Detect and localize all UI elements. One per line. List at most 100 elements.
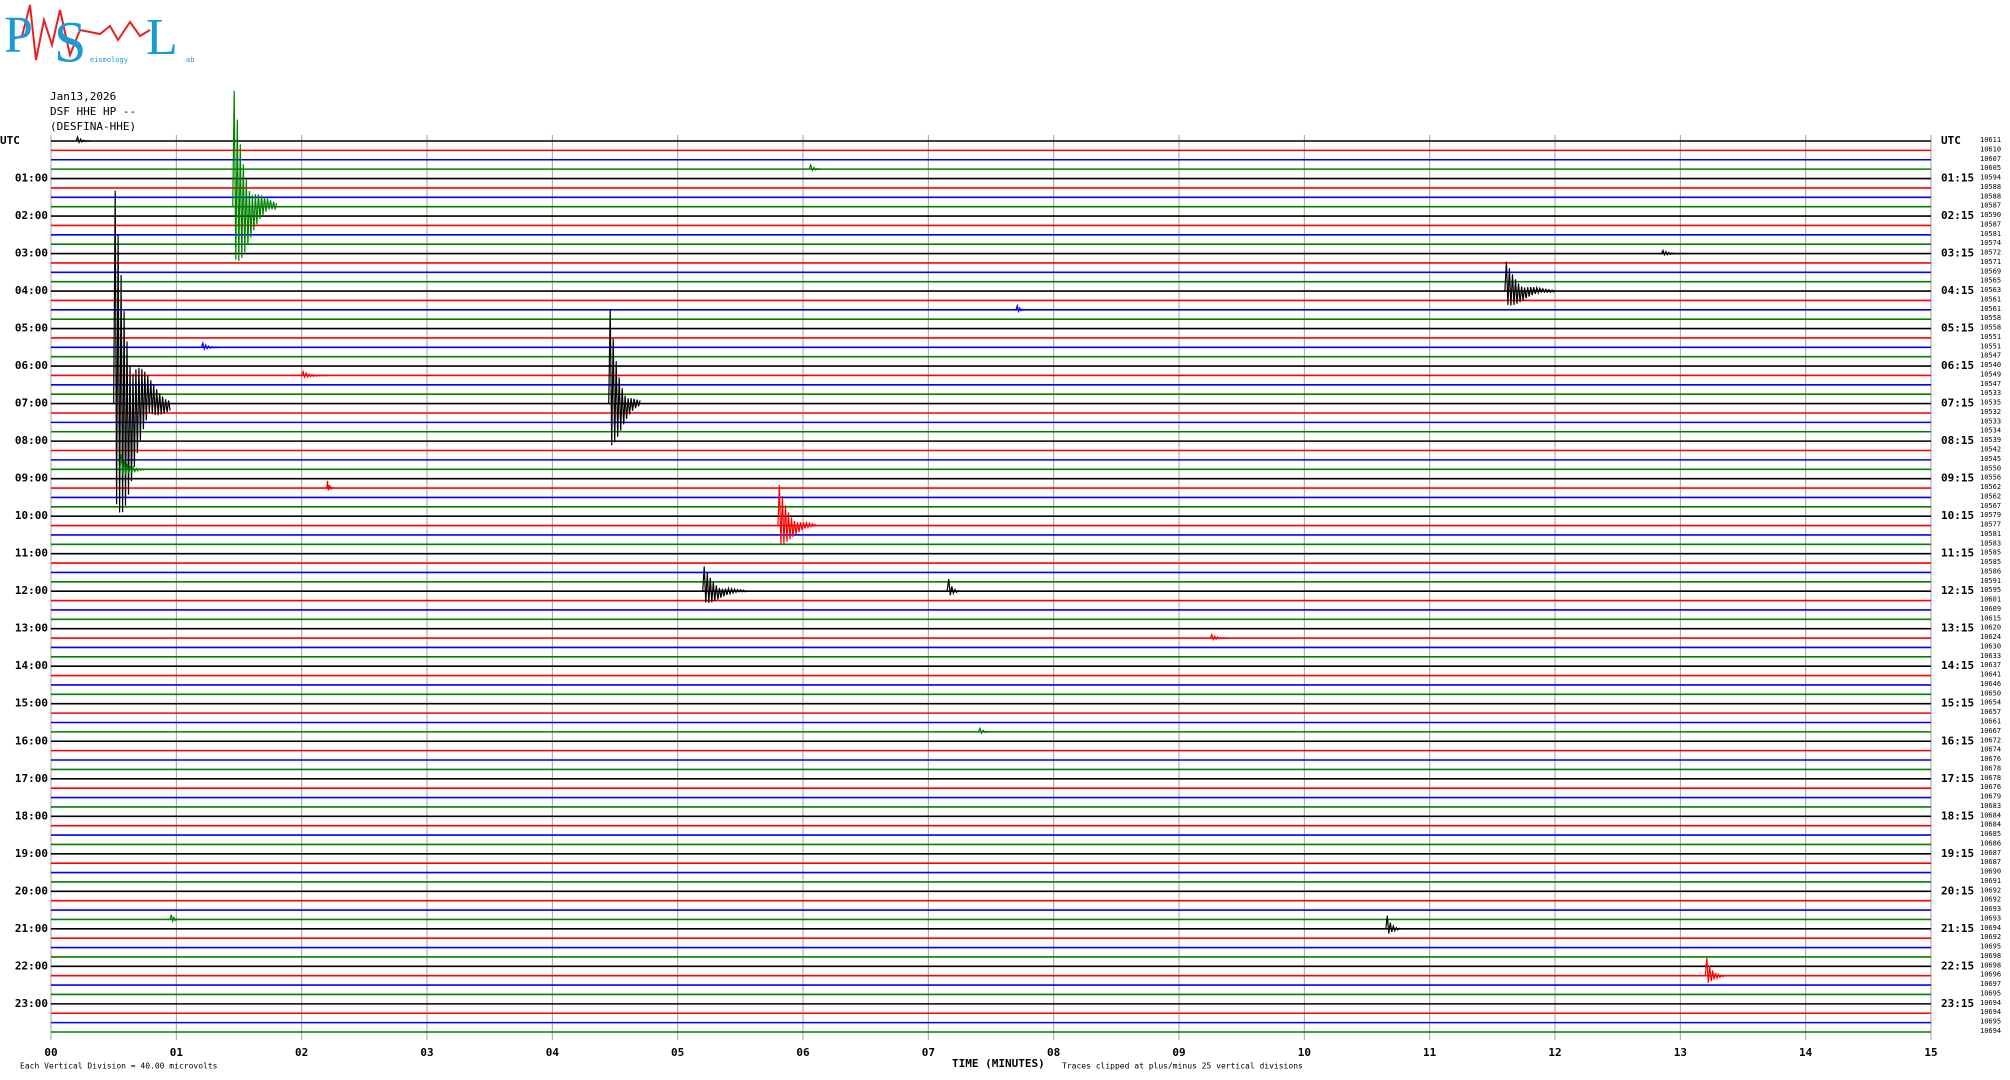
row-value: 10588 — [1980, 192, 2001, 200]
x-tick-label: 01 — [170, 1046, 184, 1059]
event — [75, 135, 92, 145]
row-value: 10657 — [1980, 708, 2001, 716]
row-value: 10581 — [1980, 530, 2001, 538]
logo-small: ab — [186, 56, 194, 64]
right-time-label: 06:15 — [1941, 359, 1974, 372]
row-value: 10550 — [1980, 464, 2001, 472]
right-time-label: 12:15 — [1941, 584, 1974, 597]
right-time-label: 09:15 — [1941, 472, 1974, 485]
row-value: 10695 — [1980, 1018, 2001, 1026]
row-value: 10694 — [1980, 1027, 2001, 1035]
left-time-label: 10:00 — [15, 509, 48, 522]
event — [326, 480, 334, 491]
event — [1015, 303, 1027, 314]
row-value: 10545 — [1980, 455, 2001, 463]
row-value: 10572 — [1980, 249, 2001, 257]
right-time-label: 15:15 — [1941, 697, 1974, 710]
left-time-label: UTC — [0, 134, 20, 147]
row-value: 10539 — [1980, 436, 2001, 444]
right-time-label: UTC — [1941, 134, 1961, 147]
x-axis-label: TIME (MINUTES) — [952, 1057, 1045, 1070]
x-tick-label: 13 — [1674, 1046, 1687, 1059]
row-value: 10641 — [1980, 671, 2001, 679]
row-value: 10587 — [1980, 202, 2001, 210]
row-value: 10594 — [1980, 174, 2001, 182]
right-time-label: 21:15 — [1941, 922, 1974, 935]
row-value: 10684 — [1980, 821, 2001, 829]
x-tick-label: 00 — [44, 1046, 57, 1059]
left-time-label: 08:00 — [15, 434, 48, 447]
event — [946, 579, 961, 596]
row-value: 10590 — [1980, 211, 2001, 219]
event — [1660, 248, 1687, 257]
row-value: 10605 — [1980, 164, 2001, 172]
left-time-label: 15:00 — [15, 697, 48, 710]
row-value: 10693 — [1980, 905, 2001, 913]
row-value: 10610 — [1980, 145, 2001, 153]
labels: 00 01 02 03 04 05 06 07 08 09 10 11 12 13 14 1510611106… — [0, 134, 2001, 1059]
row-value: 10698 — [1980, 961, 2001, 969]
row-value: 10532 — [1980, 408, 2001, 416]
left-time-label: 13:00 — [15, 622, 48, 635]
row-value: 10607 — [1980, 155, 2001, 163]
event — [777, 484, 816, 544]
event — [169, 914, 181, 924]
traces — [51, 90, 1931, 1033]
row-value: 10542 — [1980, 446, 2001, 454]
row-value: 10558 — [1980, 324, 2001, 332]
row-value: 10585 — [1980, 558, 2001, 566]
right-time-label: 01:15 — [1941, 172, 1974, 185]
row-value: 10646 — [1980, 680, 2001, 688]
x-tick-label: 11 — [1423, 1046, 1437, 1059]
row-value: 10556 — [1980, 474, 2001, 482]
row-value: 10585 — [1980, 549, 2001, 557]
right-time-label: 03:15 — [1941, 247, 1974, 260]
row-value: 10698 — [1980, 952, 2001, 960]
row-value: 10549 — [1980, 370, 2001, 378]
row-value: 10567 — [1980, 502, 2001, 510]
row-value: 10694 — [1980, 924, 2001, 932]
event — [1504, 261, 1556, 306]
event — [301, 369, 327, 380]
x-tick-label: 14 — [1799, 1046, 1813, 1059]
station: DSF HHE HP -- — [50, 105, 136, 118]
right-time-label: 08:15 — [1941, 434, 1974, 447]
row-value: 10620 — [1980, 624, 2001, 632]
event — [977, 726, 992, 735]
row-value: 10565 — [1980, 277, 2001, 285]
row-value: 10692 — [1980, 933, 2001, 941]
logo: P S eismology L ab — [4, 4, 194, 74]
row-value: 10562 — [1980, 483, 2001, 491]
row-value: 10533 — [1980, 389, 2001, 397]
row-value: 10587 — [1980, 220, 2001, 228]
station-name: (DESFINA-HHE) — [50, 120, 136, 133]
right-time-label: 13:15 — [1941, 622, 1974, 635]
logo-letter: P — [4, 7, 33, 64]
event — [232, 90, 278, 262]
row-value: 10581 — [1980, 230, 2001, 238]
right-time-label: 14:15 — [1941, 659, 1974, 672]
left-time-label: 14:00 — [15, 659, 48, 672]
row-value: 10540 — [1980, 361, 2001, 369]
x-tick-label: 08 — [1047, 1046, 1060, 1059]
x-tick-label: 05 — [671, 1046, 684, 1059]
left-time-label: 20:00 — [15, 884, 48, 897]
right-time-label: 22:15 — [1941, 959, 1974, 972]
row-value: 10535 — [1980, 399, 2001, 407]
row-value: 10695 — [1980, 943, 2001, 951]
row-value: 10650 — [1980, 689, 2001, 697]
row-value: 10630 — [1980, 642, 2001, 650]
x-tick-label: 12 — [1548, 1046, 1561, 1059]
right-time-label: 18:15 — [1941, 809, 1974, 822]
row-value: 10676 — [1980, 783, 2001, 791]
row-value: 10687 — [1980, 849, 2001, 857]
left-time-label: 11:00 — [15, 547, 48, 560]
row-value: 10609 — [1980, 605, 2001, 613]
row-value: 10551 — [1980, 333, 2001, 341]
x-tick-label: 06 — [796, 1046, 810, 1059]
right-time-label: 17:15 — [1941, 772, 1974, 785]
left-time-label: 02:00 — [15, 209, 48, 222]
row-value: 10551 — [1980, 342, 2001, 350]
row-value: 10534 — [1980, 427, 2001, 435]
